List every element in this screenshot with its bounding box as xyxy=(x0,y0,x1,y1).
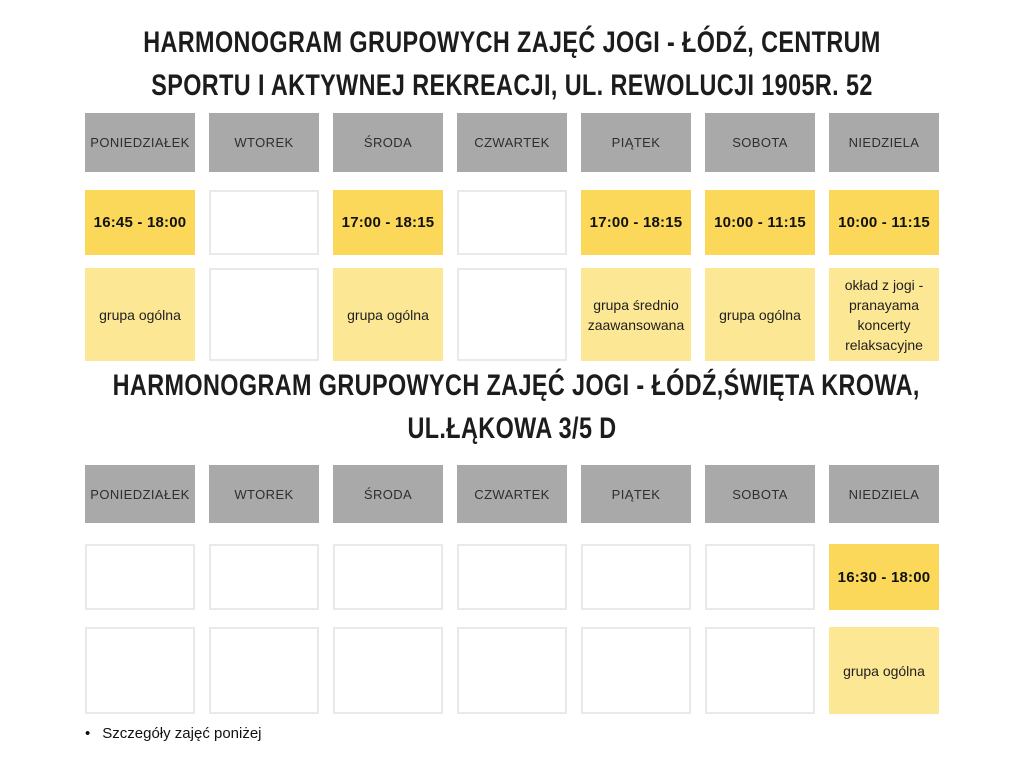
time-cell-sunday: 10:00 - 11:15 xyxy=(829,190,939,255)
time-cell-friday: 17:00 - 18:15 xyxy=(581,190,691,255)
empty-time-cell-monday xyxy=(85,544,195,610)
footnote-text: Szczegóły zajęć poniżej xyxy=(102,725,262,742)
schedule-1-title: HARMONOGRAM GRUPOWYCH ZAJĘĆ JOGI - ŁÓDŹ,… xyxy=(113,21,912,107)
schedule-2-title-line-2: UL.ŁĄKOWA 3/5 D xyxy=(407,412,617,445)
empty-group-cell-wednesday xyxy=(333,627,443,714)
time-cell-sunday: 16:30 - 18:00 xyxy=(829,544,939,610)
empty-time-cell-friday xyxy=(581,544,691,610)
day-header-sunday: NIEDZIELA xyxy=(829,113,939,172)
schedule-1-title-line-1: HARMONOGRAM GRUPOWYCH ZAJĘĆ JOGI - ŁÓDŹ,… xyxy=(143,26,881,59)
empty-time-cell-tuesday xyxy=(209,544,319,610)
time-cell-saturday: 10:00 - 11:15 xyxy=(705,190,815,255)
schedule-1-time-row: 16:45 - 18:00 17:00 - 18:15 17:00 - 18:1… xyxy=(85,190,939,255)
day-header-saturday: SOBOTA xyxy=(705,465,815,523)
time-cell-wednesday: 17:00 - 18:15 xyxy=(333,190,443,255)
schedule-1-day-header-row: PONIEDZIAŁEK WTOREK ŚRODA CZWARTEK PIĄTE… xyxy=(85,113,939,172)
empty-group-cell-thursday xyxy=(457,268,567,361)
schedule-2-title-line-1: HARMONOGRAM GRUPOWYCH ZAJĘĆ JOGI - ŁÓDŹ,… xyxy=(112,369,920,402)
day-header-wednesday: ŚRODA xyxy=(333,113,443,172)
time-cell-monday: 16:45 - 18:00 xyxy=(85,190,195,255)
schedule-2-day-header-row: PONIEDZIAŁEK WTOREK ŚRODA CZWARTEK PIĄTE… xyxy=(85,465,939,523)
empty-group-cell-tuesday xyxy=(209,627,319,714)
day-header-friday: PIĄTEK xyxy=(581,113,691,172)
empty-time-cell-tuesday xyxy=(209,190,319,255)
group-cell-friday: grupa średnio zaawansowana xyxy=(581,268,691,361)
day-header-tuesday: WTOREK xyxy=(209,113,319,172)
schedule-2-title: HARMONOGRAM GRUPOWYCH ZAJĘĆ JOGI - ŁÓDŹ,… xyxy=(112,364,920,450)
group-cell-saturday: grupa ogólna xyxy=(705,268,815,361)
group-cell-sunday: okład z jogi - pranayama koncerty relaks… xyxy=(829,268,939,361)
empty-time-cell-thursday xyxy=(457,190,567,255)
empty-group-cell-monday xyxy=(85,627,195,714)
bullet-icon: • xyxy=(85,725,91,742)
day-header-thursday: CZWARTEK xyxy=(457,113,567,172)
day-header-monday: PONIEDZIAŁEK xyxy=(85,113,195,172)
empty-group-cell-saturday xyxy=(705,627,815,714)
schedule-1-title-line-2: SPORTU I AKTYWNEJ REKREACJI, UL. REWOLUC… xyxy=(151,69,873,102)
empty-time-cell-saturday xyxy=(705,544,815,610)
group-cell-wednesday: grupa ogólna xyxy=(333,268,443,361)
schedule-2-time-row: 16:30 - 18:00 xyxy=(85,544,939,610)
footnote: • Szczegóły zajęć poniżej xyxy=(85,725,262,742)
empty-group-cell-thursday xyxy=(457,627,567,714)
schedule-2-group-row: grupa ogólna xyxy=(85,627,939,714)
day-header-thursday: CZWARTEK xyxy=(457,465,567,523)
day-header-tuesday: WTOREK xyxy=(209,465,319,523)
empty-time-cell-wednesday xyxy=(333,544,443,610)
empty-time-cell-thursday xyxy=(457,544,567,610)
day-header-monday: PONIEDZIAŁEK xyxy=(85,465,195,523)
empty-group-cell-friday xyxy=(581,627,691,714)
day-header-sunday: NIEDZIELA xyxy=(829,465,939,523)
group-cell-sunday: grupa ogólna xyxy=(829,627,939,714)
schedule-1-group-row: grupa ogólna grupa ogólna grupa średnio … xyxy=(85,268,939,361)
group-cell-monday: grupa ogólna xyxy=(85,268,195,361)
day-header-saturday: SOBOTA xyxy=(705,113,815,172)
empty-group-cell-tuesday xyxy=(209,268,319,361)
day-header-friday: PIĄTEK xyxy=(581,465,691,523)
day-header-wednesday: ŚRODA xyxy=(333,465,443,523)
